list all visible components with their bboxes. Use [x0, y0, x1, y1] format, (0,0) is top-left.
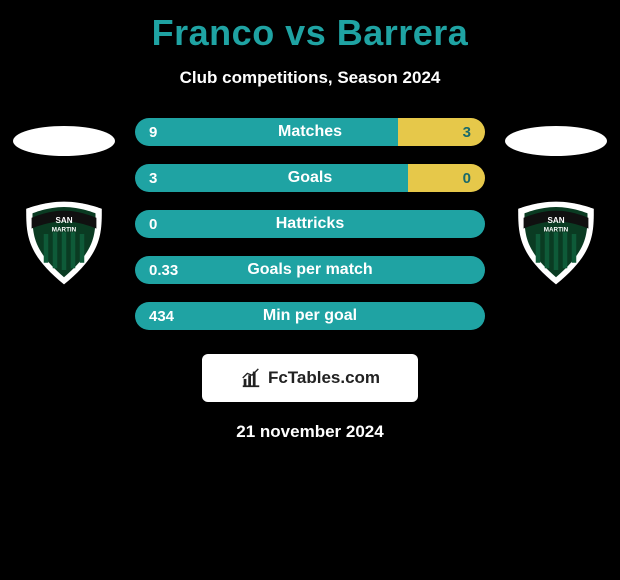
stat-bar: 0.33Goals per match	[135, 256, 485, 284]
stat-value-left: 9	[135, 118, 398, 146]
club-crest-left: SAN MARTIN	[19, 198, 109, 288]
stat-value-right: 3	[398, 118, 486, 146]
date-label: 21 november 2024	[0, 422, 620, 442]
crest-text-top: SAN	[547, 216, 564, 225]
page-title: Franco vs Barrera	[0, 0, 620, 54]
shield-icon: SAN MARTIN	[511, 198, 601, 288]
club-crest-right: SAN MARTIN	[511, 198, 601, 288]
avatar-placeholder-right	[505, 126, 607, 156]
player-right-column: SAN MARTIN	[501, 118, 611, 288]
stat-bar: 0Hattricks	[135, 210, 485, 238]
stat-value-right: 0	[408, 164, 485, 192]
comparison-row: SAN MARTIN 93Matches 30Goals 0Hattricks 0.3…	[0, 118, 620, 330]
page-subtitle: Club competitions, Season 2024	[0, 68, 620, 88]
branding-badge: FcTables.com	[202, 354, 418, 402]
crest-text-top: SAN	[55, 216, 72, 225]
stat-value-left: 0	[135, 210, 485, 238]
branding-text: FcTables.com	[268, 368, 380, 388]
stat-value-left: 0.33	[135, 256, 485, 284]
avatar-placeholder-left	[13, 126, 115, 156]
stat-bar: 434Min per goal	[135, 302, 485, 330]
shield-icon: SAN MARTIN	[19, 198, 109, 288]
stat-bar: 30Goals	[135, 164, 485, 192]
stat-bar: 93Matches	[135, 118, 485, 146]
stat-value-left: 3	[135, 164, 408, 192]
stat-value-left: 434	[135, 302, 485, 330]
player-left-column: SAN MARTIN	[9, 118, 119, 288]
bar-chart-icon	[240, 367, 262, 389]
stat-bars: 93Matches 30Goals 0Hattricks 0.33Goals per …	[135, 118, 485, 330]
